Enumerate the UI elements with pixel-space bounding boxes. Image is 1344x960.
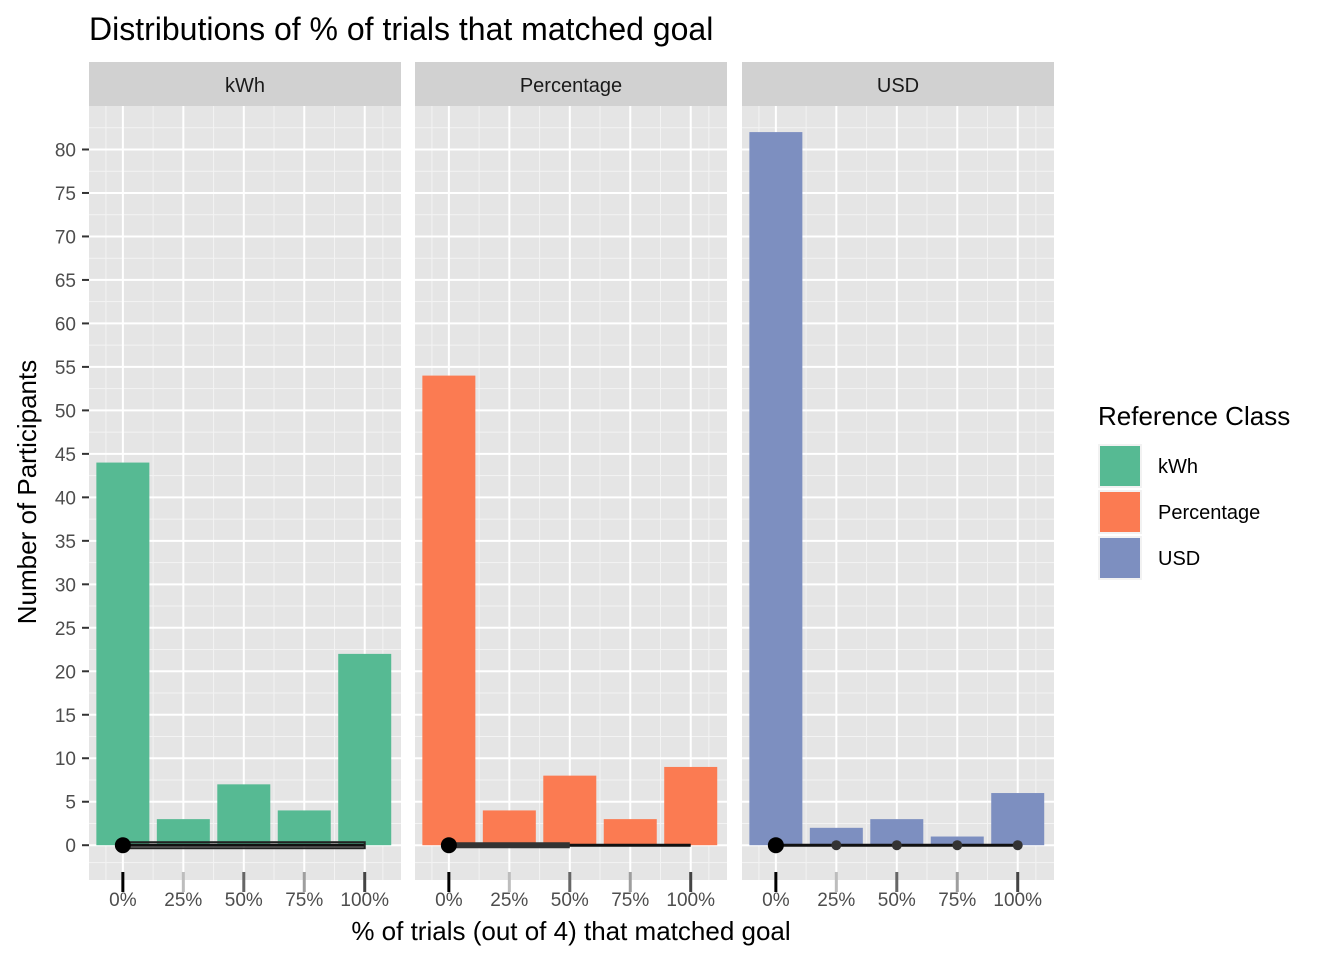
bar-percentage-0% — [422, 375, 476, 846]
legend-swatch-kwh — [1100, 446, 1140, 486]
summary-point — [767, 837, 784, 854]
y-tick-label: 15 — [55, 706, 76, 727]
y-axis: 0 5 10 15 20 25 30 35 40 45 50 55 60 65 70 75 80 — [55, 140, 89, 857]
bar-kwh-75% — [277, 810, 331, 846]
x-tick-label: 0% — [762, 890, 790, 911]
bar-kwh-0% — [96, 462, 150, 846]
y-tick-label: 55 — [55, 358, 76, 379]
facet-kwh: kWh 0% 25% 50% 75% 100% — [89, 62, 401, 911]
facet-strip — [415, 62, 727, 106]
y-tick-label: 75 — [55, 184, 76, 205]
x-tick-label: 100% — [666, 890, 715, 911]
chart-title: Distributions of % of trials that matche… — [89, 11, 713, 47]
legend-swatch-usd — [1100, 538, 1140, 578]
summary-point — [440, 837, 457, 854]
facet-strip — [742, 62, 1054, 106]
x-tick-label: 25% — [490, 890, 528, 911]
bar-kwh-50% — [217, 784, 271, 846]
x-tick-label: 100% — [993, 890, 1042, 911]
legend-label: USD — [1158, 548, 1200, 570]
y-axis-title: Number of Participants — [12, 360, 42, 624]
bar-percentage-100% — [664, 766, 718, 846]
facet-usd: USD 0% 25% 50% 75% 100% — [742, 62, 1054, 911]
bar-usd-0% — [749, 132, 803, 846]
summary-point — [114, 837, 131, 854]
x-tick-label: 50% — [551, 890, 589, 911]
facet-strip-label: Percentage — [520, 75, 622, 97]
summary-dot — [891, 840, 902, 851]
y-tick-label: 30 — [55, 575, 76, 596]
x-tick-label: 100% — [340, 890, 389, 911]
summary-dot — [952, 840, 963, 851]
x-tick-label: 50% — [225, 890, 263, 911]
y-tick-label: 25 — [55, 619, 76, 640]
y-tick-label: 65 — [55, 271, 76, 292]
x-tick-label: 25% — [164, 890, 202, 911]
bar-percentage-50% — [543, 775, 597, 846]
summary-dot — [831, 840, 842, 851]
x-tick-label: 50% — [878, 890, 916, 911]
y-tick-label: 10 — [55, 749, 76, 770]
x-tick-label: 75% — [611, 890, 649, 911]
y-tick-label: 40 — [55, 488, 76, 509]
legend: Reference Class kWh Percentage USD — [1098, 401, 1290, 580]
y-tick-label: 50 — [55, 401, 76, 422]
y-tick-label: 80 — [55, 140, 76, 161]
facet-panels: kWh 0% 25% 50% 75% 100% Percentage 0% 25% 50% 75% 1… — [89, 62, 1054, 911]
legend-title: Reference Class — [1098, 401, 1290, 431]
y-tick-label: 20 — [55, 662, 76, 683]
facet-percentage: Percentage 0% 25% 50% 75% 100% — [415, 62, 727, 911]
bar-kwh-25% — [156, 819, 210, 846]
bar-percentage-25% — [482, 810, 536, 846]
y-tick-label: 35 — [55, 532, 76, 553]
y-tick-label: 0 — [65, 836, 76, 857]
y-tick-label: 5 — [65, 793, 76, 814]
legend-label: Percentage — [1158, 502, 1260, 524]
legend-label: kWh — [1158, 456, 1198, 478]
y-tick-label: 70 — [55, 227, 76, 248]
facet-strip — [89, 62, 401, 106]
y-tick-label: 60 — [55, 314, 76, 335]
facet-strip-label: USD — [877, 75, 919, 97]
bar-usd-100% — [991, 793, 1045, 846]
x-tick-label: 75% — [285, 890, 323, 911]
x-axis-title: % of trials (out of 4) that matched goal — [351, 916, 790, 946]
x-tick-label: 75% — [938, 890, 976, 911]
y-tick-label: 45 — [55, 445, 76, 466]
bar-usd-25% — [809, 827, 863, 846]
x-tick-label: 0% — [109, 890, 137, 911]
facet-strip-label: kWh — [225, 75, 265, 97]
x-tick-label: 25% — [817, 890, 855, 911]
legend-swatch-percentage — [1100, 492, 1140, 532]
bar-kwh-100% — [338, 653, 392, 846]
summary-dot — [1012, 840, 1023, 851]
bar-percentage-75% — [603, 819, 657, 846]
x-tick-label: 0% — [435, 890, 463, 911]
